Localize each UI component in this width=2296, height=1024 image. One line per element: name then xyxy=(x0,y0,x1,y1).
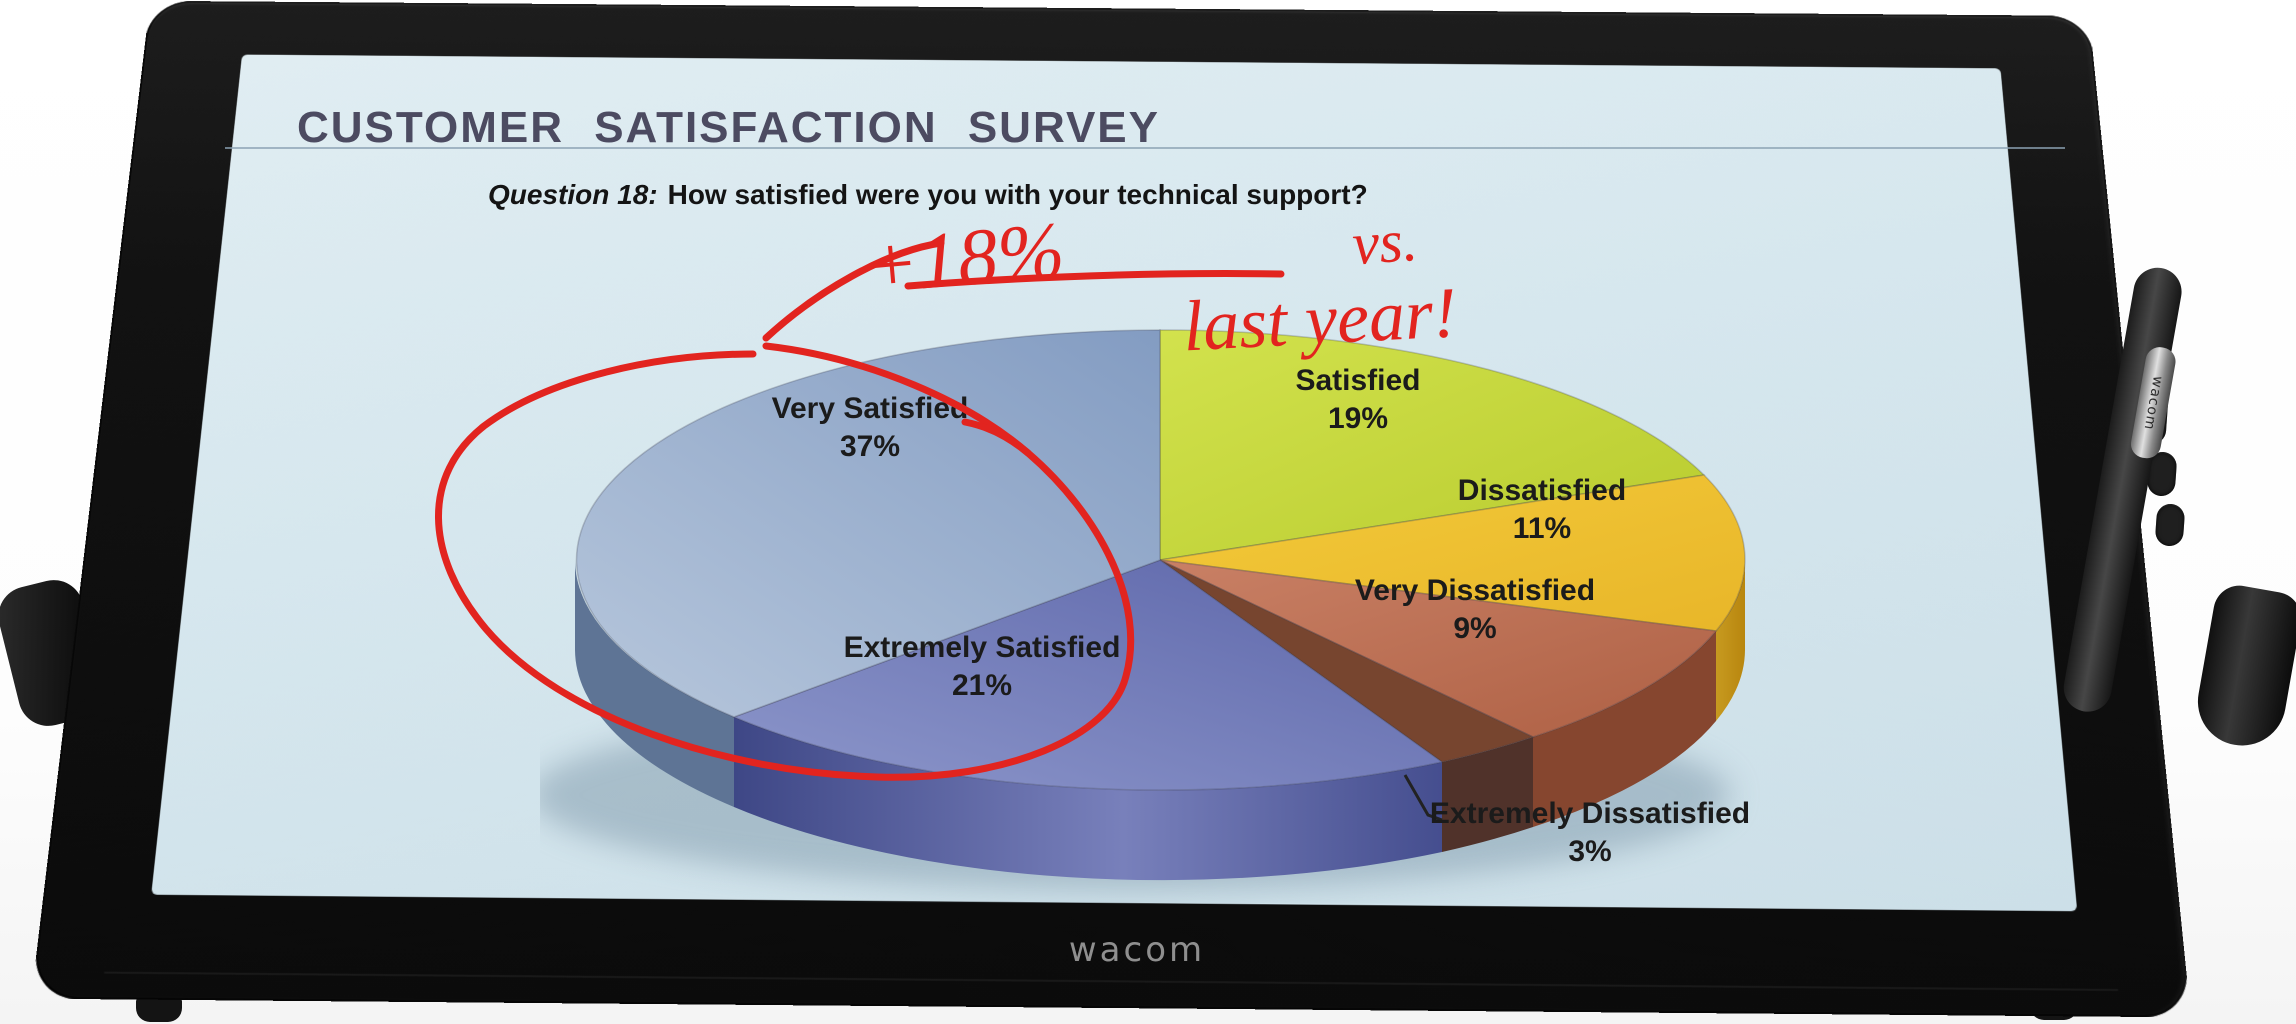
slice-label-extremely-dissatisfied: Extremely Dissatisfied 3% xyxy=(1430,797,1750,868)
brand-logo: wacom xyxy=(1068,930,1206,970)
slice-satisfied xyxy=(1159,329,1706,561)
slice-wall-dissatisfied xyxy=(1716,560,1745,721)
label-leader-line xyxy=(1403,774,1443,822)
pie-chart: Very Satisfied 37% Satisfied 19% Dissati… xyxy=(540,329,1750,890)
svg-text:11%: 11% xyxy=(1513,512,1571,545)
svg-text:21%: 21% xyxy=(952,669,1012,702)
svg-text:9%: 9% xyxy=(1453,612,1496,645)
slice-wall-very-dissatisfied xyxy=(1533,631,1716,827)
slice-very-dissatisfied xyxy=(1159,559,1718,738)
side-button-3[interactable] xyxy=(2154,503,2186,547)
slice-wall-extremely-satisfied xyxy=(734,717,1442,881)
svg-text:3%: 3% xyxy=(1568,835,1611,868)
svg-text:Very Satisfied: Very Satisfied xyxy=(772,392,969,425)
pen-clip-label: wacom xyxy=(2140,374,2166,432)
question-label: Question 18: xyxy=(488,179,658,210)
question-text: Question 18: How satisfied were you with … xyxy=(488,179,1368,211)
pen-clip: wacom xyxy=(2128,344,2178,461)
pen-holder-right xyxy=(2190,581,2296,753)
slice-wall-extremely-dissatisfied xyxy=(1442,737,1533,852)
svg-text:19%: 19% xyxy=(1328,402,1388,435)
slide-canvas: CUSTOMER SATISFACTION SURVEY Question 18… xyxy=(225,55,2065,900)
slice-extremely-dissatisfied xyxy=(1159,559,1536,763)
slice-label-satisfied: Satisfied 19% xyxy=(1295,364,1420,435)
tablet-foot-left xyxy=(136,996,182,1022)
slice-dissatisfied xyxy=(1159,474,1746,632)
slice-label-dissatisfied: Dissatisfied 11% xyxy=(1458,474,1626,545)
svg-text:Extremely Satisfied: Extremely Satisfied xyxy=(844,631,1121,664)
title-rule xyxy=(225,147,2065,149)
svg-text:Dissatisfied: Dissatisfied xyxy=(1458,474,1626,507)
slice-label-very-dissatisfied: Very Dissatisfied 9% xyxy=(1355,574,1595,645)
bezel-seam xyxy=(103,971,2119,991)
svg-text:37%: 37% xyxy=(840,430,900,463)
slide-title: CUSTOMER SATISFACTION SURVEY xyxy=(297,103,1160,152)
svg-text:Very Dissatisfied: Very Dissatisfied xyxy=(1355,574,1595,607)
svg-text:Satisfied: Satisfied xyxy=(1295,364,1420,397)
svg-text:Extremely Dissatisfied: Extremely Dissatisfied xyxy=(1430,797,1750,830)
question-body: How satisfied were you with your technic… xyxy=(667,179,1368,210)
